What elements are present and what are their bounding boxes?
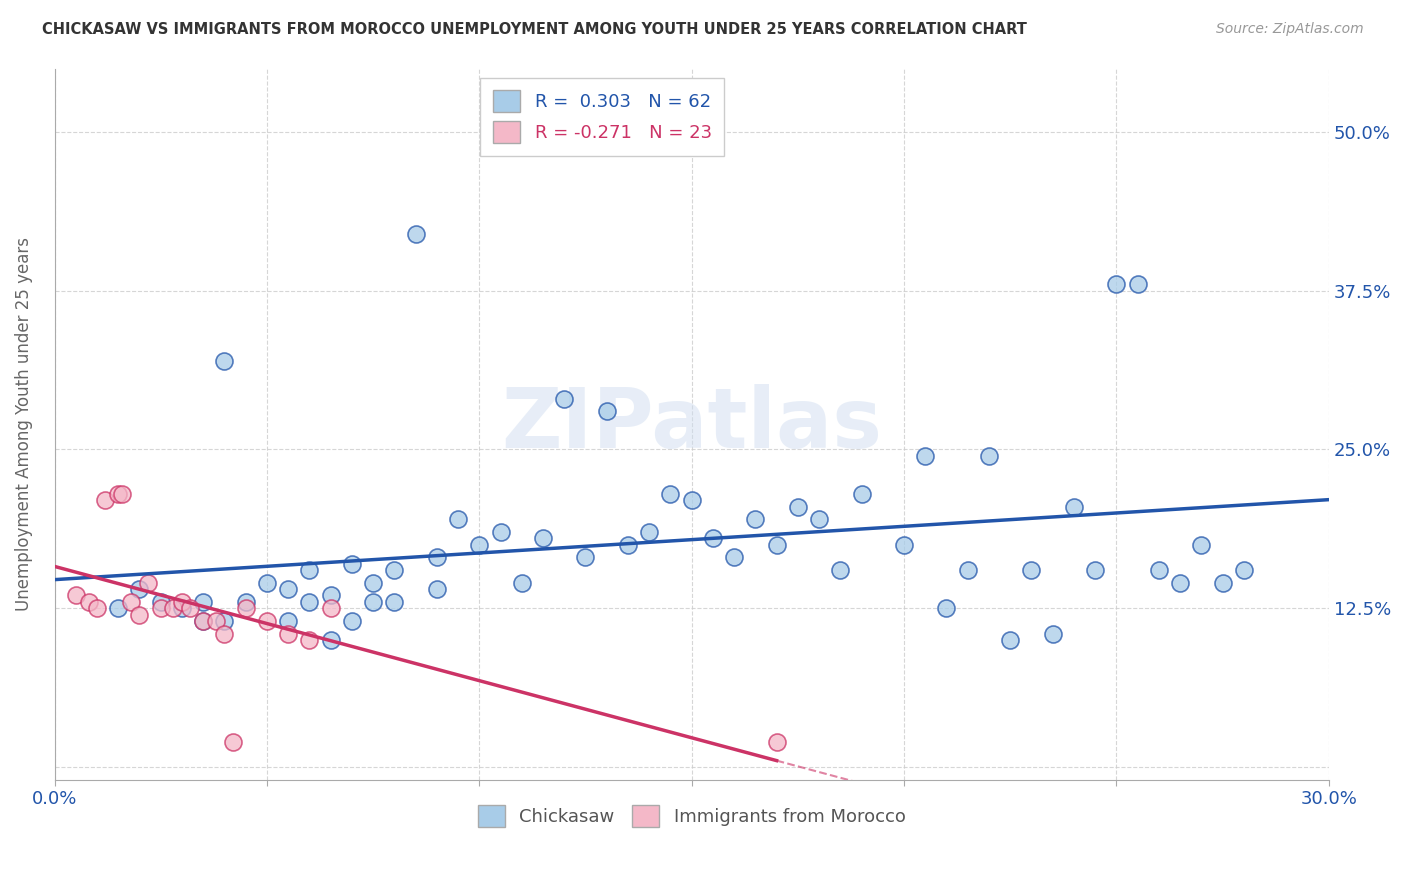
Point	[1233, 563, 1256, 577]
Point	[298, 563, 321, 577]
Point	[1084, 563, 1107, 577]
Point	[1021, 563, 1043, 577]
Text: ZIPatlas: ZIPatlas	[501, 384, 882, 465]
Point	[405, 227, 427, 241]
Point	[382, 563, 405, 577]
Point	[744, 512, 766, 526]
Point	[382, 595, 405, 609]
Point	[214, 614, 236, 628]
Point	[935, 601, 957, 615]
Point	[179, 601, 201, 615]
Point	[319, 589, 342, 603]
Point	[510, 575, 533, 590]
Y-axis label: Unemployment Among Youth under 25 years: Unemployment Among Youth under 25 years	[15, 237, 32, 611]
Point	[596, 404, 619, 418]
Point	[956, 563, 979, 577]
Point	[553, 392, 575, 406]
Point	[617, 538, 640, 552]
Point	[170, 601, 193, 615]
Point	[235, 601, 257, 615]
Point	[277, 626, 299, 640]
Point	[193, 595, 215, 609]
Point	[659, 487, 682, 501]
Point	[531, 532, 554, 546]
Point	[1126, 277, 1149, 292]
Point	[1212, 575, 1234, 590]
Point	[361, 575, 384, 590]
Point	[277, 582, 299, 596]
Point	[149, 601, 172, 615]
Point	[830, 563, 852, 577]
Point	[298, 632, 321, 647]
Point	[162, 601, 184, 615]
Point	[977, 449, 1000, 463]
Point	[277, 614, 299, 628]
Point	[1042, 626, 1064, 640]
Point	[468, 538, 491, 552]
Point	[170, 595, 193, 609]
Point	[111, 487, 134, 501]
Point	[914, 449, 936, 463]
Point	[77, 595, 100, 609]
Point	[94, 493, 117, 508]
Point	[426, 550, 449, 565]
Point	[1168, 575, 1191, 590]
Point	[214, 353, 236, 368]
Point	[235, 595, 257, 609]
Point	[86, 601, 108, 615]
Point	[998, 632, 1021, 647]
Point	[340, 557, 363, 571]
Point	[765, 538, 787, 552]
Point	[893, 538, 915, 552]
Point	[702, 532, 724, 546]
Point	[681, 493, 703, 508]
Point	[851, 487, 873, 501]
Point	[786, 500, 808, 514]
Point	[489, 524, 512, 539]
Point	[65, 589, 87, 603]
Point	[447, 512, 470, 526]
Point	[765, 734, 787, 748]
Text: CHICKASAW VS IMMIGRANTS FROM MOROCCO UNEMPLOYMENT AMONG YOUTH UNDER 25 YEARS COR: CHICKASAW VS IMMIGRANTS FROM MOROCCO UNE…	[42, 22, 1026, 37]
Point	[1189, 538, 1212, 552]
Point	[214, 626, 236, 640]
Point	[340, 614, 363, 628]
Point	[222, 734, 245, 748]
Point	[205, 614, 228, 628]
Point	[1105, 277, 1128, 292]
Point	[1147, 563, 1170, 577]
Point	[120, 595, 142, 609]
Point	[256, 614, 278, 628]
Point	[574, 550, 596, 565]
Point	[107, 601, 129, 615]
Point	[256, 575, 278, 590]
Point	[808, 512, 831, 526]
Point	[107, 487, 129, 501]
Point	[638, 524, 661, 539]
Text: Source: ZipAtlas.com: Source: ZipAtlas.com	[1216, 22, 1364, 37]
Point	[136, 575, 159, 590]
Point	[1063, 500, 1085, 514]
Point	[319, 601, 342, 615]
Point	[298, 595, 321, 609]
Point	[149, 595, 172, 609]
Legend: Chickasaw, Immigrants from Morocco: Chickasaw, Immigrants from Morocco	[470, 798, 912, 835]
Point	[193, 614, 215, 628]
Point	[426, 582, 449, 596]
Point	[128, 607, 150, 622]
Point	[361, 595, 384, 609]
Point	[319, 632, 342, 647]
Point	[128, 582, 150, 596]
Point	[193, 614, 215, 628]
Point	[723, 550, 745, 565]
